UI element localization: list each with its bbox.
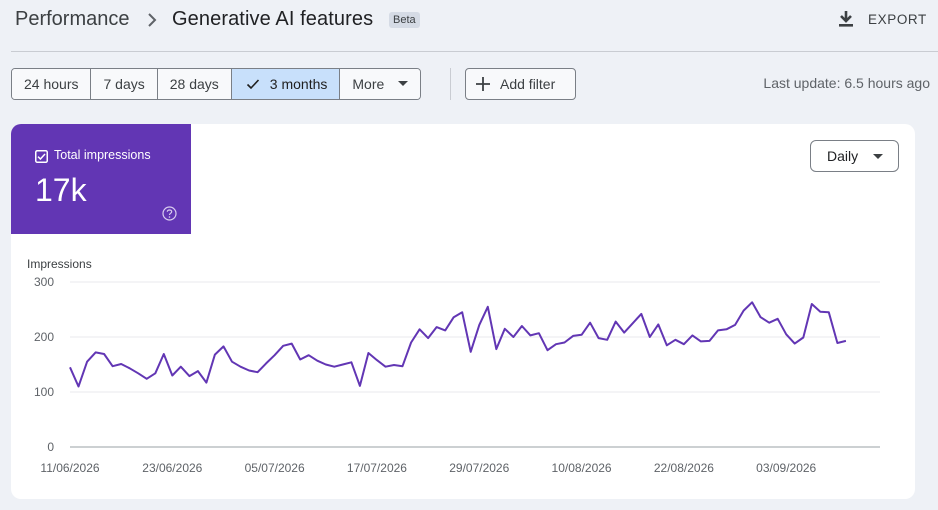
x-tick-label: 03/09/2026 (756, 461, 816, 475)
metric-value: 17k (35, 172, 87, 208)
y-tick-label: 100 (34, 385, 54, 399)
checkbox-checked-icon[interactable] (35, 150, 48, 163)
range-label: 7 days (103, 76, 145, 92)
y-tick-label: 300 (34, 275, 54, 289)
caret-down-icon (873, 154, 883, 159)
export-button[interactable]: EXPORT (836, 8, 927, 30)
add-filter-button[interactable]: Add filter (465, 68, 576, 100)
caret-down-icon (398, 81, 409, 86)
y-tick-label: 0 (47, 440, 54, 454)
impressions-chart: 0 100 200 300 11/06/2026 23/06/2026 05/07/202… (27, 257, 880, 475)
add-filter-label: Add filter (500, 76, 556, 92)
range-label: 24 hours (24, 76, 79, 92)
page-header: Performance Generative AI features Beta … (0, 0, 938, 40)
toolbar-separator (450, 68, 451, 100)
plus-icon (476, 77, 490, 91)
y-tick-label: 200 (34, 330, 54, 344)
x-tick-label: 17/07/2026 (347, 461, 407, 475)
x-tick-label: 29/07/2026 (449, 461, 509, 475)
x-tick-label: 05/07/2026 (245, 461, 305, 475)
breadcrumb-root[interactable]: Performance (15, 8, 130, 30)
x-tick-label: 10/08/2026 (552, 461, 612, 475)
granularity-select[interactable]: Daily (810, 140, 899, 172)
check-icon (246, 79, 259, 90)
impressions-series-line[interactable] (69, 301, 847, 388)
range-7-days[interactable]: 7 days (91, 69, 158, 99)
x-tick-label: 11/06/2026 (40, 461, 99, 475)
range-label: 28 days (169, 76, 219, 92)
x-tick-label: 23/06/2026 (142, 461, 202, 475)
x-tick-label: 22/08/2026 (654, 461, 714, 475)
beta-badge: Beta (389, 12, 420, 28)
range-label: 3 months (269, 76, 328, 92)
range-more-dropdown[interactable]: More (340, 69, 421, 99)
last-update-status: Last update: 6.5 hours ago (763, 75, 930, 91)
page-title: Generative AI features (172, 8, 374, 30)
performance-card: Total impressions 17k Daily 0 100 200 300 1… (11, 124, 915, 499)
range-3-months[interactable]: 3 months (231, 69, 341, 99)
y-axis-title: Impressions (27, 257, 92, 271)
range-label: More (352, 76, 385, 92)
download-icon (839, 11, 853, 27)
range-24-hours[interactable]: 24 hours (12, 69, 92, 99)
help-icon[interactable] (162, 206, 177, 221)
metric-label: Total impressions (54, 148, 151, 162)
total-impressions-tile[interactable]: Total impressions 17k (11, 124, 191, 234)
date-range-selector: 24 hours 7 days 28 days 3 months More (11, 68, 422, 100)
range-28-days[interactable]: 28 days (157, 69, 232, 99)
header-divider (11, 51, 938, 52)
chevron-right-icon (148, 13, 157, 27)
granularity-value: Daily (827, 148, 859, 164)
export-label: EXPORT (868, 11, 927, 27)
